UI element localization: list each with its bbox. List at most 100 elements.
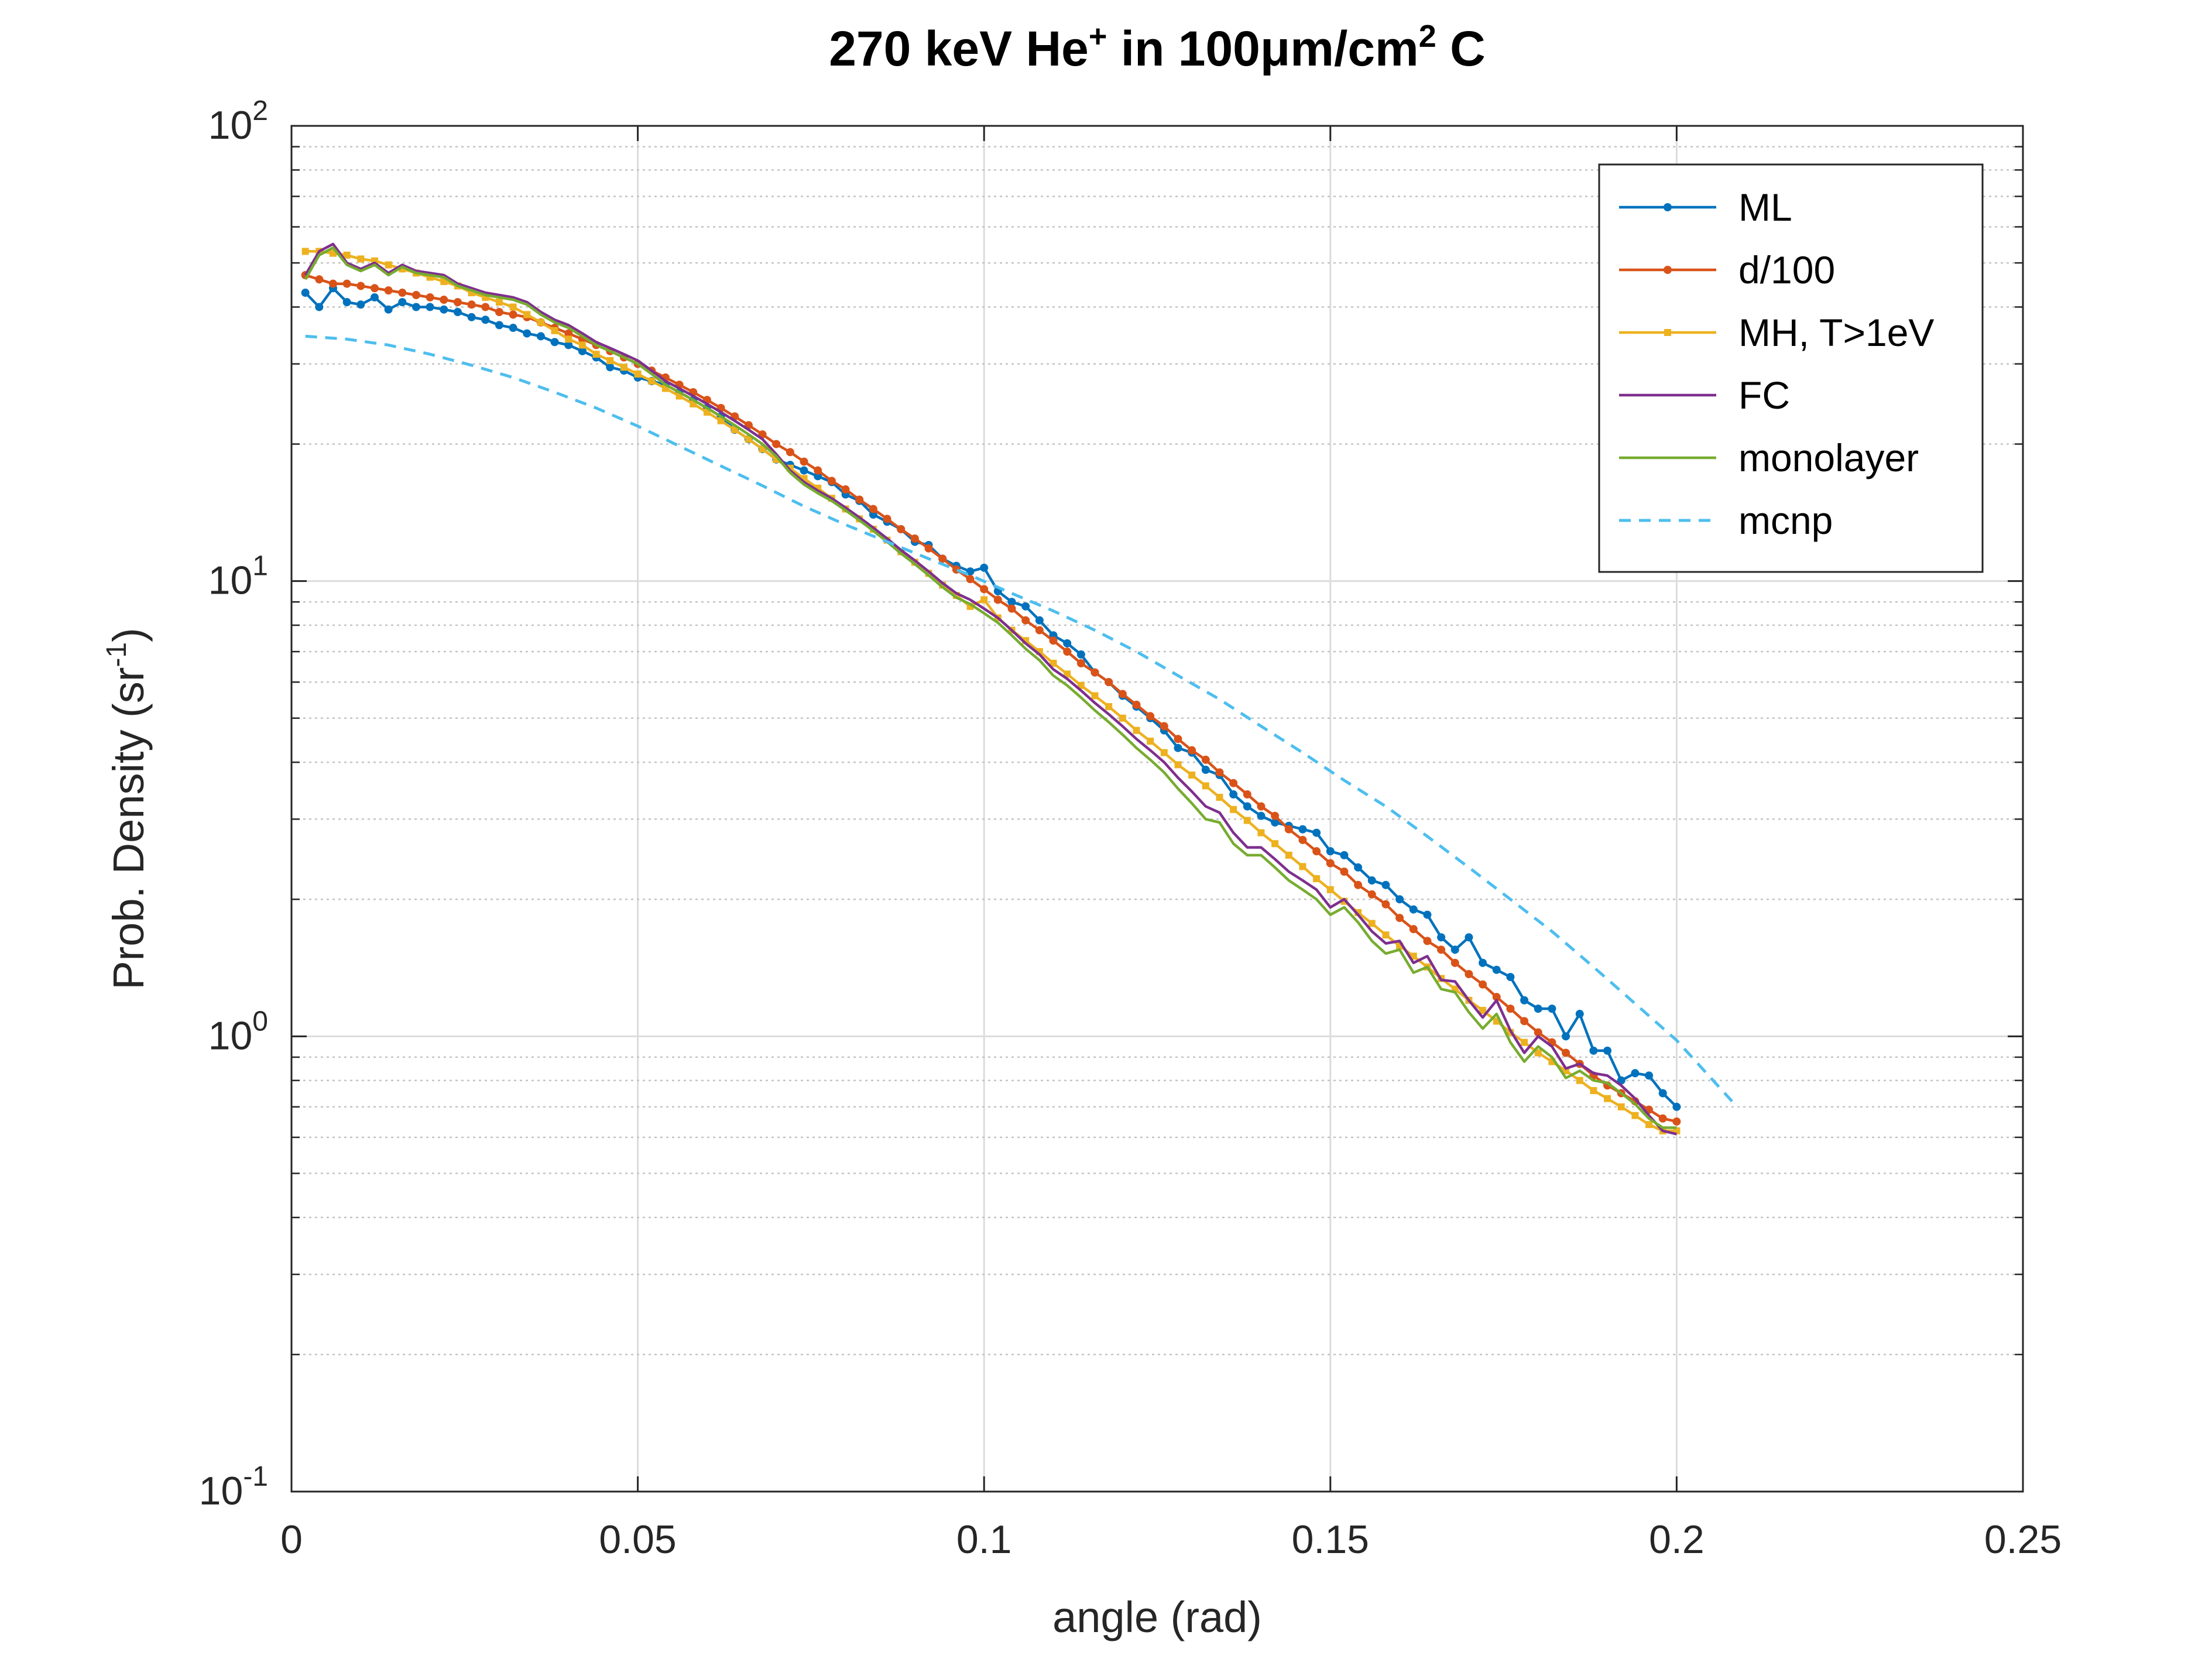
data-point [1160,749,1168,756]
data-point [1118,690,1127,698]
data-point [980,596,988,604]
data-point [1520,1017,1529,1026]
data-point [1603,1046,1612,1055]
data-point [1409,925,1418,934]
data-point [1146,712,1155,721]
data-point [453,308,462,317]
data-point [1216,794,1223,801]
data-point [1590,1087,1597,1095]
series-mcnp [305,334,1733,1102]
data-point [398,298,407,307]
data-point [495,299,503,306]
data-point [1450,958,1459,967]
data-point [1450,945,1459,954]
data-point [370,284,379,293]
data-point [814,472,822,481]
y-tick-label: 100 [208,1006,268,1058]
data-point [1076,659,1085,668]
data-point [1506,972,1515,981]
legend-marker-ml [1664,203,1672,211]
x-tick-label: 0.1 [956,1517,1012,1562]
data-point [1520,996,1529,1005]
data-point [1201,755,1210,764]
data-point [1645,1121,1653,1129]
data-point [1354,863,1363,872]
data-point [1576,1077,1583,1084]
data-point [1381,880,1390,889]
data-point [1090,668,1099,677]
data-point [1395,914,1404,923]
data-point [385,261,392,269]
data-point [1604,1095,1611,1102]
data-point [440,305,448,314]
data-point [1521,1038,1528,1046]
data-point [1562,1048,1570,1057]
series-monolayer [304,246,1677,1129]
data-point [1437,945,1446,954]
data-point [398,289,407,297]
data-point [384,305,393,314]
data-point [910,534,919,543]
data-point [1645,1071,1654,1080]
data-point [1119,714,1126,722]
data-point [1534,1005,1542,1013]
legend-label-mh-t-1ev: MH, T>1eV [1738,311,1934,354]
data-point [814,466,822,475]
data-point [536,332,545,341]
data-point [772,440,781,448]
series-line-mh-t-1ev [305,250,1677,1133]
legend-label-fc: FC [1738,373,1790,417]
data-point [1298,835,1307,844]
data-point [648,378,656,385]
data-point [357,255,365,263]
legend-label-ml: ML [1738,186,1792,229]
data-point [1479,980,1487,989]
data-point [1631,1112,1639,1119]
data-point [1658,1089,1667,1098]
data-point [1479,958,1487,967]
data-point [1367,890,1376,899]
data-point [482,293,489,301]
data-point [411,303,420,311]
data-point [537,318,544,326]
data-point [1465,933,1473,942]
x-tick-label: 0.2 [1649,1517,1705,1562]
data-point [509,324,517,333]
data-point [1589,1046,1598,1055]
data-point [1298,825,1307,834]
data-point [1271,840,1279,848]
legend-label-mcnp: mcnp [1738,499,1833,542]
data-point [1230,805,1237,813]
data-point [1672,1117,1681,1126]
data-point [1299,863,1306,870]
data-point [328,279,337,288]
data-point [1492,993,1501,1002]
axes-box [290,125,2024,1493]
data-point [1076,650,1085,659]
data-point [467,313,476,321]
data-point [1035,616,1044,625]
x-axis-label: angle (rad) [1052,1593,1262,1641]
data-point [1271,811,1280,820]
data-point [315,275,324,284]
data-point [1367,876,1376,885]
data-point [578,347,587,355]
data-point [1534,1049,1542,1057]
data-point [966,567,975,576]
data-point [1617,1103,1625,1110]
axis-ticks: 0 0.05 0.1 0.15 0.2 0.25 10-1 100 101 102 [199,95,2062,1562]
data-point [1243,817,1251,824]
data-point [1007,604,1016,613]
data-point [578,341,586,349]
data-point [1340,868,1349,876]
data-point [495,308,503,317]
data-point [938,554,947,563]
legend-marker-mh-t-1ev [1664,329,1671,336]
series-fc [304,242,1677,1136]
legend-box [1598,163,1984,573]
data-point [1050,660,1057,667]
data-point [1201,766,1210,774]
data-point [1326,886,1334,893]
y-tick-label: 101 [208,551,268,603]
